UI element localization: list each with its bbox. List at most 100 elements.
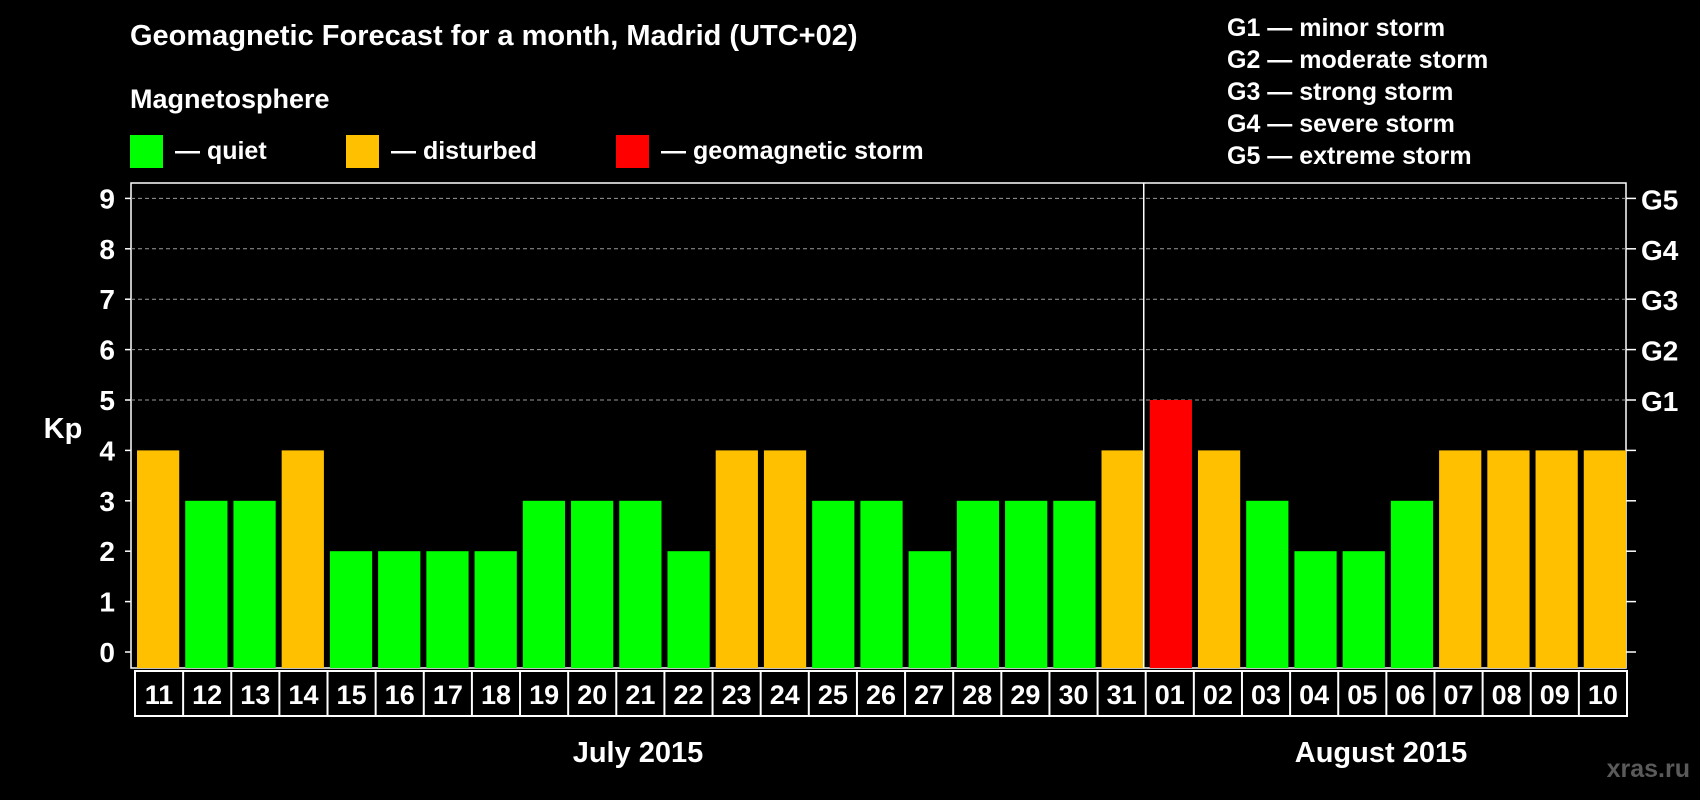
date-label-19: 19	[529, 680, 559, 710]
y-tick-label: 1	[99, 587, 115, 618]
bar-29	[1005, 500, 1048, 668]
bar-27	[908, 551, 951, 668]
chart-title: Geomagnetic Forecast for a month, Madrid…	[130, 20, 858, 52]
bar-03	[1246, 500, 1289, 668]
date-label-05: 05	[1347, 680, 1377, 710]
storm-scale-legend: G1 — minor storm G2 — moderate storm G3 …	[1227, 12, 1488, 172]
date-label-01: 01	[1155, 680, 1185, 710]
bar-24	[763, 450, 807, 668]
date-label-08: 08	[1492, 680, 1522, 710]
date-label-20: 20	[577, 680, 607, 710]
bar-20	[571, 500, 614, 668]
date-label-03: 03	[1251, 680, 1281, 710]
storm-scale-g1: G1 — minor storm	[1227, 14, 1446, 42]
date-label-18: 18	[481, 680, 511, 710]
date-label-06: 06	[1395, 680, 1425, 710]
date-label-21: 21	[625, 680, 655, 710]
bar-23	[715, 450, 758, 668]
bar-28	[956, 500, 1000, 668]
y-tick-label: 2	[99, 536, 115, 567]
date-label-24: 24	[770, 680, 800, 710]
storm-scale-g4: G4 — severe storm	[1227, 110, 1455, 138]
bar-19	[522, 500, 566, 668]
right-axis-label-g3: G3	[1641, 285, 1678, 316]
right-axis-label-g1: G1	[1641, 386, 1678, 417]
date-label-22: 22	[673, 680, 703, 710]
bar-22	[667, 551, 710, 668]
y-tick-label: 5	[99, 385, 115, 416]
bar-11	[137, 450, 180, 668]
y-tick-label: 8	[99, 234, 115, 265]
bar-10	[1583, 450, 1626, 668]
month-label-july: July 2015	[572, 737, 704, 769]
y-tick-label: 9	[99, 183, 115, 214]
legend-swatch-disturbed	[346, 134, 379, 168]
bar-14	[281, 450, 324, 668]
month-label-august: August 2015	[1294, 737, 1468, 769]
right-axis-label-g2: G2	[1641, 336, 1678, 367]
date-label-30: 30	[1058, 680, 1088, 710]
bar-16	[378, 551, 421, 668]
y-tick-label: 4	[99, 435, 115, 466]
y-tick-label: 7	[99, 284, 115, 315]
date-label-13: 13	[240, 680, 270, 710]
date-label-16: 16	[385, 680, 415, 710]
bar-17	[426, 551, 469, 668]
y-axis-label: Kp	[44, 413, 83, 445]
date-label-25: 25	[818, 680, 848, 710]
right-axis-label-g5: G5	[1641, 184, 1678, 215]
bar-18	[474, 551, 517, 668]
legend-item-disturbed: — disturbed	[346, 134, 537, 168]
bar-08	[1487, 450, 1530, 668]
bar-04	[1294, 551, 1337, 668]
date-label-04: 04	[1299, 680, 1329, 710]
legend-item-quiet: — quiet	[130, 134, 267, 168]
date-row	[134, 670, 1628, 717]
date-label-14: 14	[288, 680, 318, 710]
date-label-31: 31	[1107, 680, 1137, 710]
y-tick-label: 6	[99, 335, 115, 366]
bar-15	[329, 551, 373, 668]
date-label-09: 09	[1540, 680, 1570, 710]
date-label-02: 02	[1203, 680, 1233, 710]
bar-25	[812, 500, 855, 668]
watermark: xras.ru	[1606, 755, 1690, 783]
bar-31	[1101, 450, 1144, 668]
date-label-17: 17	[433, 680, 463, 710]
storm-scale-g2: G2 — moderate storm	[1227, 46, 1489, 74]
legend-label-storm: — geomagnetic storm	[661, 136, 924, 165]
legend-label-quiet: — quiet	[175, 136, 267, 165]
y-tick-label: 0	[99, 637, 115, 668]
bar-21	[619, 500, 662, 668]
right-axis-label-g4: G4	[1641, 235, 1679, 266]
bar-05	[1342, 551, 1385, 668]
date-label-26: 26	[866, 680, 896, 710]
storm-scale-g5: G5 — extreme storm	[1227, 142, 1472, 170]
date-label-28: 28	[962, 680, 992, 710]
date-label-15: 15	[337, 680, 367, 710]
date-label-11: 11	[145, 680, 174, 710]
date-label-12: 12	[192, 680, 222, 710]
date-label-23: 23	[722, 680, 752, 710]
storm-scale-g3: G3 — strong storm	[1227, 78, 1454, 106]
legend-label-disturbed: — disturbed	[391, 136, 537, 165]
bar-26	[860, 500, 903, 668]
bar-02	[1197, 450, 1241, 668]
bar-01	[1149, 400, 1192, 668]
bar-09	[1535, 450, 1578, 668]
date-label-27: 27	[914, 680, 944, 710]
magnetosphere-label: Magnetosphere	[130, 84, 330, 114]
date-label-29: 29	[1010, 680, 1040, 710]
legend-item-storm: — geomagnetic storm	[616, 134, 924, 168]
date-label-07: 07	[1444, 680, 1474, 710]
bar-07	[1439, 450, 1482, 668]
bar-30	[1053, 500, 1096, 668]
y-tick-label: 3	[99, 486, 115, 517]
bar-06	[1390, 500, 1434, 668]
legend-swatch-quiet	[130, 134, 163, 168]
date-label-10: 10	[1588, 680, 1618, 710]
bar-12	[185, 500, 228, 668]
legend-swatch-storm	[616, 134, 649, 168]
bar-13	[233, 500, 276, 668]
